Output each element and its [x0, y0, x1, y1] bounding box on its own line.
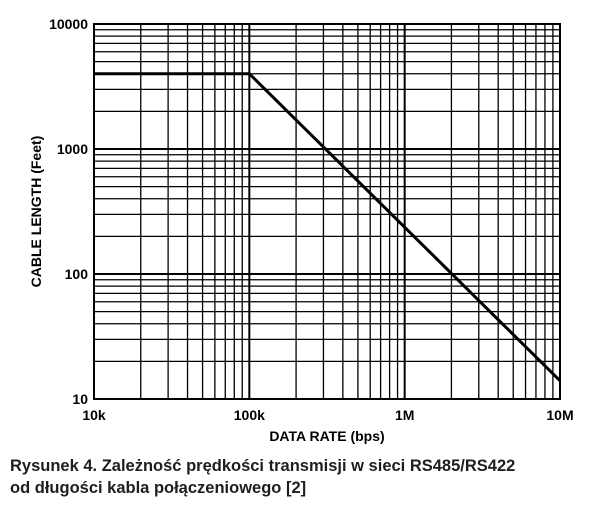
chart: 10k 100k 1M 10M 10 100 1000 10000 DATA RATE (b… [28, 16, 574, 444]
x-axis-ticks: 10k 100k 1M 10M [82, 407, 573, 423]
series-layer [94, 72, 562, 382]
grid [94, 24, 560, 399]
y-tick-label: 10 [72, 391, 88, 407]
x-tick-label: 10k [82, 407, 106, 423]
x-tick-label: 10M [546, 407, 573, 423]
plot-frame [93, 23, 561, 400]
caption-line-1: Rysunek 4. Zależność prędkości transmisj… [10, 457, 516, 475]
x-tick-label: 100k [234, 407, 265, 423]
figure-caption: Rysunek 4. Zależność prędkości transmisj… [10, 455, 590, 499]
caption-line-2: od długości kabla połączeniowego [2] [10, 479, 307, 497]
x-tick-label: 1M [395, 407, 414, 423]
y-axis-ticks: 10 100 1000 10000 [49, 16, 88, 407]
y-tick-label: 1000 [57, 141, 88, 157]
y-axis-title: CABLE LENGTH (Feet) [28, 136, 44, 288]
y-tick-label: 10000 [49, 16, 88, 32]
x-axis-title: DATA RATE (bps) [269, 428, 384, 444]
series-line [94, 72, 562, 382]
y-tick-label: 100 [65, 266, 89, 282]
